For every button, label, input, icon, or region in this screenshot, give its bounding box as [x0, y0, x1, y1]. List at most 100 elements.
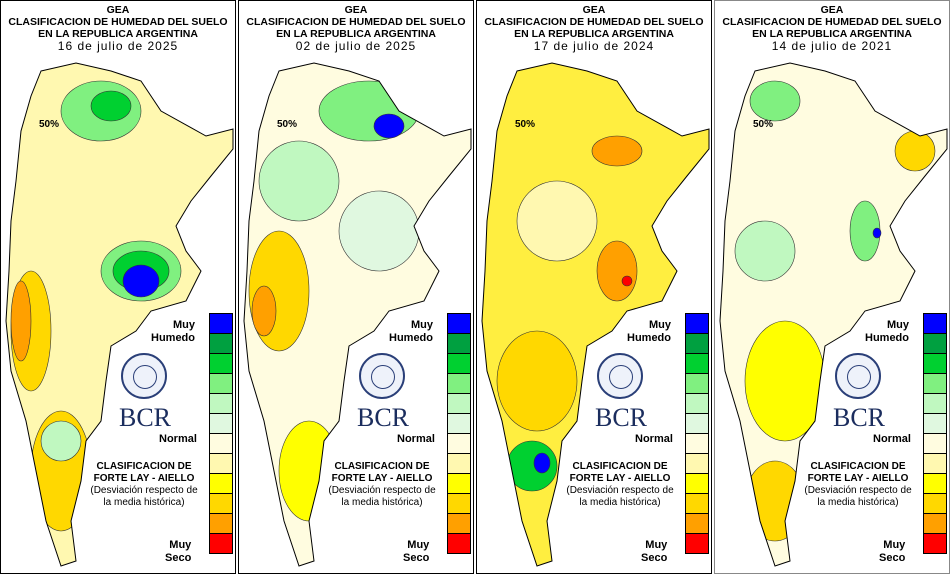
legend-swatch: [210, 474, 232, 494]
moisture-zone: [734, 220, 796, 282]
map-panel: GEA CLASIFICACION DE HUMEDAD DEL SUELO EN …: [0, 0, 236, 574]
legend-swatch: [210, 394, 232, 414]
moisture-zone: [251, 285, 277, 337]
argentina-map: [243, 62, 472, 567]
map-title: GEA CLASIFICACION DE HUMEDAD DEL SUELO EN …: [477, 4, 711, 52]
legend-swatch: [686, 374, 708, 394]
moisture-zone: [496, 330, 578, 432]
classification-note: CLASIFICACION DE FORTE LAY - AIELLO (Desv…: [566, 461, 674, 508]
legend-swatch: [210, 514, 232, 534]
legend-swatch: [210, 434, 232, 454]
legend-swatch: [686, 494, 708, 514]
legend-dry-label: Muy Seco: [403, 539, 430, 564]
bcr-seal-logo: [121, 353, 167, 399]
legend-swatch: [924, 494, 946, 514]
contour-label: 50%: [277, 119, 298, 130]
moisture-zone: [258, 140, 340, 222]
classification-note: CLASIFICACION DE FORTE LAY - AIELLO (Desv…: [804, 461, 912, 508]
moisture-zone: [621, 275, 633, 287]
legend-swatch: [686, 434, 708, 454]
map-title: GEA CLASIFICACION DE HUMEDAD DEL SUELO EN …: [715, 4, 949, 52]
moisture-zone: [591, 135, 643, 167]
legend-swatch: [448, 434, 470, 454]
contour-label: 50%: [515, 119, 536, 130]
legend-swatch: [686, 514, 708, 534]
legend-swatch: [686, 354, 708, 374]
legend-dry-label: Muy Seco: [879, 539, 906, 564]
color-legend: [447, 313, 471, 554]
legend-wet-label: Muy Humedo: [151, 319, 195, 344]
moisture-zone: [516, 180, 598, 262]
map-date: 14 de julio de 2021: [771, 39, 893, 53]
map-date: 16 de julio de 2025: [57, 39, 179, 53]
legend-dry-label: Muy Seco: [165, 539, 192, 564]
legend-swatch: [686, 414, 708, 434]
map-date: 02 de julio de 2025: [295, 39, 417, 53]
moisture-zone: [872, 227, 882, 239]
legend-swatch: [924, 474, 946, 494]
moisture-zone: [40, 420, 82, 462]
contour-label: 50%: [39, 119, 60, 130]
legend-swatch: [210, 314, 232, 334]
legend-swatch: [210, 534, 232, 553]
legend-swatch: [210, 494, 232, 514]
legend-swatch: [210, 334, 232, 354]
legend-wet-label: Muy Humedo: [627, 319, 671, 344]
legend-wet-label: Muy Humedo: [389, 319, 433, 344]
legend-swatch: [448, 314, 470, 334]
classification-note: CLASIFICACION DE FORTE LAY - AIELLO (Desv…: [328, 461, 436, 508]
legend-swatch: [210, 374, 232, 394]
bcr-logo-text: BCR: [357, 403, 410, 432]
legend-swatch: [448, 394, 470, 414]
legend-swatch: [448, 494, 470, 514]
map-panel: GEA CLASIFICACION DE HUMEDAD DEL SUELO EN …: [238, 0, 474, 574]
argentina-map: [481, 62, 710, 567]
bcr-logo-text: BCR: [833, 403, 886, 432]
legend-swatch: [924, 534, 946, 553]
legend-swatch: [924, 414, 946, 434]
legend-swatch: [924, 514, 946, 534]
argentina-map: [719, 62, 948, 567]
moisture-zone: [90, 90, 132, 122]
bcr-seal-logo: [359, 353, 405, 399]
legend-swatch: [448, 534, 470, 553]
legend-swatch: [924, 454, 946, 474]
moisture-zone: [338, 190, 420, 272]
map-panel: GEA CLASIFICACION DE HUMEDAD DEL SUELO EN …: [714, 0, 950, 574]
legend-swatch: [924, 394, 946, 414]
legend-swatch: [924, 314, 946, 334]
legend-swatch: [448, 374, 470, 394]
bcr-logo-text: BCR: [595, 403, 648, 432]
argentina-map: [5, 62, 234, 567]
color-legend: [209, 313, 233, 554]
legend-normal-label: Normal: [159, 433, 197, 445]
legend-swatch: [210, 354, 232, 374]
moisture-zone: [373, 113, 405, 139]
legend-wet-label: Muy Humedo: [865, 319, 909, 344]
legend-swatch: [210, 454, 232, 474]
legend-swatch: [686, 394, 708, 414]
moisture-zone: [122, 264, 160, 298]
legend-swatch: [924, 374, 946, 394]
moisture-zone: [894, 130, 936, 172]
legend-swatch: [210, 414, 232, 434]
map-title: GEA CLASIFICACION DE HUMEDAD DEL SUELO EN …: [1, 4, 235, 52]
legend-swatch: [686, 314, 708, 334]
moisture-zone: [10, 280, 32, 362]
moisture-zone: [596, 240, 638, 302]
bcr-seal-logo: [597, 353, 643, 399]
contour-label: 50%: [753, 119, 774, 130]
legend-swatch: [924, 354, 946, 374]
legend-swatch: [448, 454, 470, 474]
moisture-zone: [533, 452, 551, 474]
legend-swatch: [448, 474, 470, 494]
legend-swatch: [448, 414, 470, 434]
map-date: 17 de julio de 2024: [533, 39, 655, 53]
legend-normal-label: Normal: [397, 433, 435, 445]
legend-swatch: [686, 334, 708, 354]
legend-swatch: [686, 474, 708, 494]
legend-swatch: [448, 514, 470, 534]
color-legend: [923, 313, 947, 554]
legend-swatch: [924, 334, 946, 354]
